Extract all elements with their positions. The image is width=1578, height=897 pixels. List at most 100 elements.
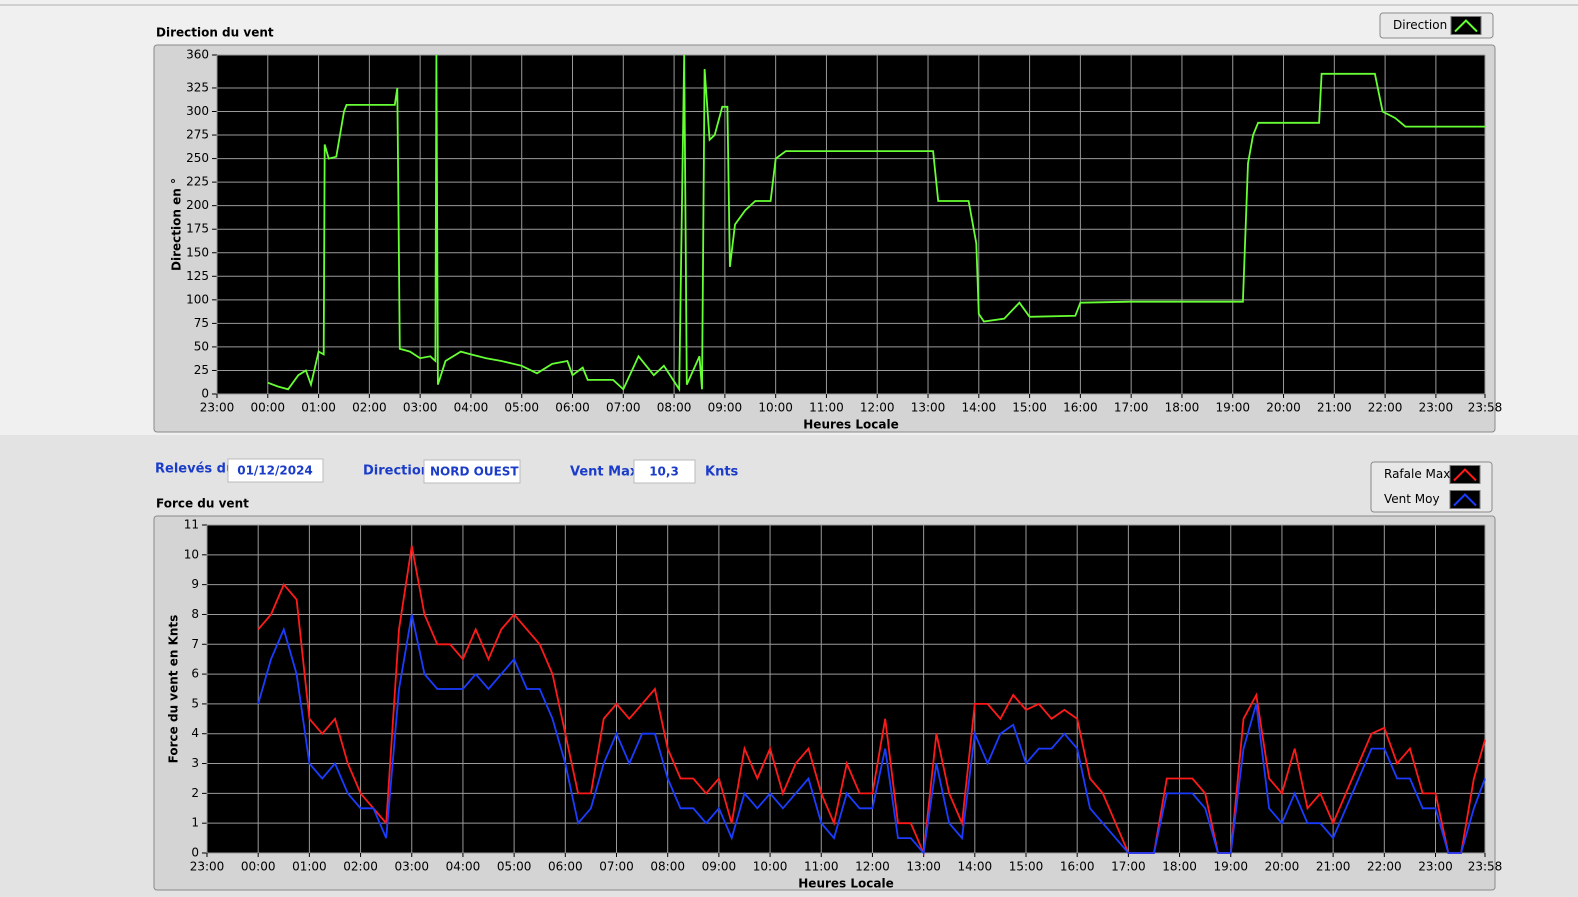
- y-tick-label: 8: [191, 607, 199, 621]
- y-tick-label: 225: [186, 175, 209, 189]
- x-tick-label: 01:00: [292, 860, 327, 874]
- y-tick-label: 175: [186, 222, 209, 236]
- y-tick-label: 125: [186, 269, 209, 283]
- legend-label: Direction: [1393, 18, 1447, 32]
- y-tick-label: 5: [191, 696, 199, 710]
- vmax-field[interactable]: [633, 459, 696, 484]
- y-tick-label: 0: [191, 846, 199, 860]
- y-tick-label: 2: [191, 786, 199, 800]
- x-tick-label: 23:00: [1419, 401, 1454, 415]
- x-tick-label: 00:00: [250, 401, 285, 415]
- series-line: [257, 545, 1486, 857]
- x-axis-label: Heures Locale: [798, 877, 893, 891]
- x-tick-label: 11:00: [804, 860, 839, 874]
- y-tick-label: 325: [186, 80, 209, 94]
- direction-field[interactable]: [423, 459, 521, 484]
- x-tick-label: 23:58: [1468, 860, 1503, 874]
- y-tick-label: 360: [186, 48, 209, 62]
- legend-swatch: [1449, 490, 1481, 509]
- plot-area: [217, 55, 1485, 394]
- legend-label: Vent Moy: [1384, 492, 1440, 506]
- x-tick-label: 21:00: [1317, 401, 1352, 415]
- x-tick-label: 14:00: [958, 860, 993, 874]
- y-tick-label: 3: [191, 756, 199, 770]
- x-tick-label: 04:00: [454, 401, 489, 415]
- y-tick-label: 7: [191, 637, 199, 651]
- x-tick-label: 08:00: [650, 860, 685, 874]
- y-tick-label: 1: [191, 816, 199, 830]
- legend-swatch-line: [1454, 19, 1478, 33]
- x-tick-label: 23:00: [1418, 860, 1453, 874]
- y-tick-label: 75: [194, 316, 209, 330]
- x-tick-label: 15:00: [1012, 401, 1047, 415]
- x-tick-label: 20:00: [1265, 860, 1300, 874]
- date-value: 01/12/2024: [237, 464, 313, 478]
- vmax-value: 10,3: [649, 465, 679, 479]
- direction-label: Direction: [363, 464, 430, 479]
- y-tick-label: 6: [191, 667, 199, 681]
- y-tick-label: 9: [191, 577, 199, 591]
- x-tick-label: 03:00: [394, 860, 429, 874]
- x-tick-label: 02:00: [352, 401, 387, 415]
- x-tick-label: 10:00: [758, 401, 793, 415]
- x-tick-label: 23:00: [200, 401, 235, 415]
- x-tick-label: 10:00: [753, 860, 788, 874]
- series-line: [267, 54, 1485, 393]
- legend-swatch-line: [1453, 468, 1477, 482]
- x-tick-label: 16:00: [1060, 860, 1095, 874]
- x-tick-label: 14:00: [962, 401, 997, 415]
- x-tick-label: 09:00: [708, 401, 743, 415]
- x-tick-label: 00:00: [241, 860, 276, 874]
- x-tick-label: 02:00: [343, 860, 378, 874]
- y-axis-label: Direction en °: [170, 178, 184, 271]
- x-tick-label: 15:00: [1009, 860, 1044, 874]
- y-tick-label: 11: [184, 518, 199, 532]
- x-tick-label: 22:00: [1368, 401, 1403, 415]
- legend-label: Rafale Max: [1384, 467, 1450, 481]
- date-field[interactable]: [227, 458, 324, 483]
- x-tick-label: 19:00: [1215, 401, 1250, 415]
- x-tick-label: 12:00: [860, 401, 895, 415]
- x-tick-label: 05:00: [497, 860, 532, 874]
- x-tick-label: 11:00: [809, 401, 844, 415]
- x-tick-label: 08:00: [657, 401, 692, 415]
- chart-title: Force du vent: [156, 497, 249, 511]
- vmax-unit: Knts: [705, 465, 739, 480]
- y-tick-label: 250: [186, 151, 209, 165]
- x-tick-label: 07:00: [606, 401, 641, 415]
- x-tick-label: 23:00: [190, 860, 225, 874]
- x-tick-label: 18:00: [1162, 860, 1197, 874]
- x-axis-label: Heures Locale: [803, 418, 898, 432]
- x-tick-label: 06:00: [548, 860, 583, 874]
- legend-swatch: [1449, 465, 1481, 484]
- y-tick-label: 50: [194, 339, 209, 353]
- y-tick-label: 300: [186, 104, 209, 118]
- x-tick-label: 09:00: [702, 860, 737, 874]
- x-tick-label: 01:00: [301, 401, 336, 415]
- y-tick-label: 10: [184, 547, 199, 561]
- x-tick-label: 20:00: [1266, 401, 1301, 415]
- x-tick-label: 06:00: [555, 401, 590, 415]
- chart-title: Direction du vent: [156, 26, 274, 40]
- x-tick-label: 05:00: [504, 401, 539, 415]
- x-tick-label: 23:58: [1468, 401, 1503, 415]
- y-tick-label: 100: [186, 292, 209, 306]
- x-tick-label: 19:00: [1213, 860, 1248, 874]
- x-tick-label: 18:00: [1165, 401, 1200, 415]
- y-tick-label: 25: [194, 363, 209, 377]
- x-tick-label: 07:00: [599, 860, 634, 874]
- vmax-label: Vent Max: [570, 465, 639, 480]
- series-line: [257, 614, 1486, 856]
- x-tick-label: 13:00: [911, 401, 946, 415]
- x-tick-label: 22:00: [1367, 860, 1402, 874]
- x-tick-label: 12:00: [855, 860, 890, 874]
- y-axis-label: Force du vent en Knts: [167, 615, 181, 764]
- x-tick-label: 17:00: [1111, 860, 1146, 874]
- x-tick-label: 13:00: [906, 860, 941, 874]
- x-tick-label: 21:00: [1316, 860, 1351, 874]
- date-label: Relevés du: [155, 462, 235, 477]
- x-tick-label: 17:00: [1114, 401, 1149, 415]
- y-tick-label: 4: [191, 726, 199, 740]
